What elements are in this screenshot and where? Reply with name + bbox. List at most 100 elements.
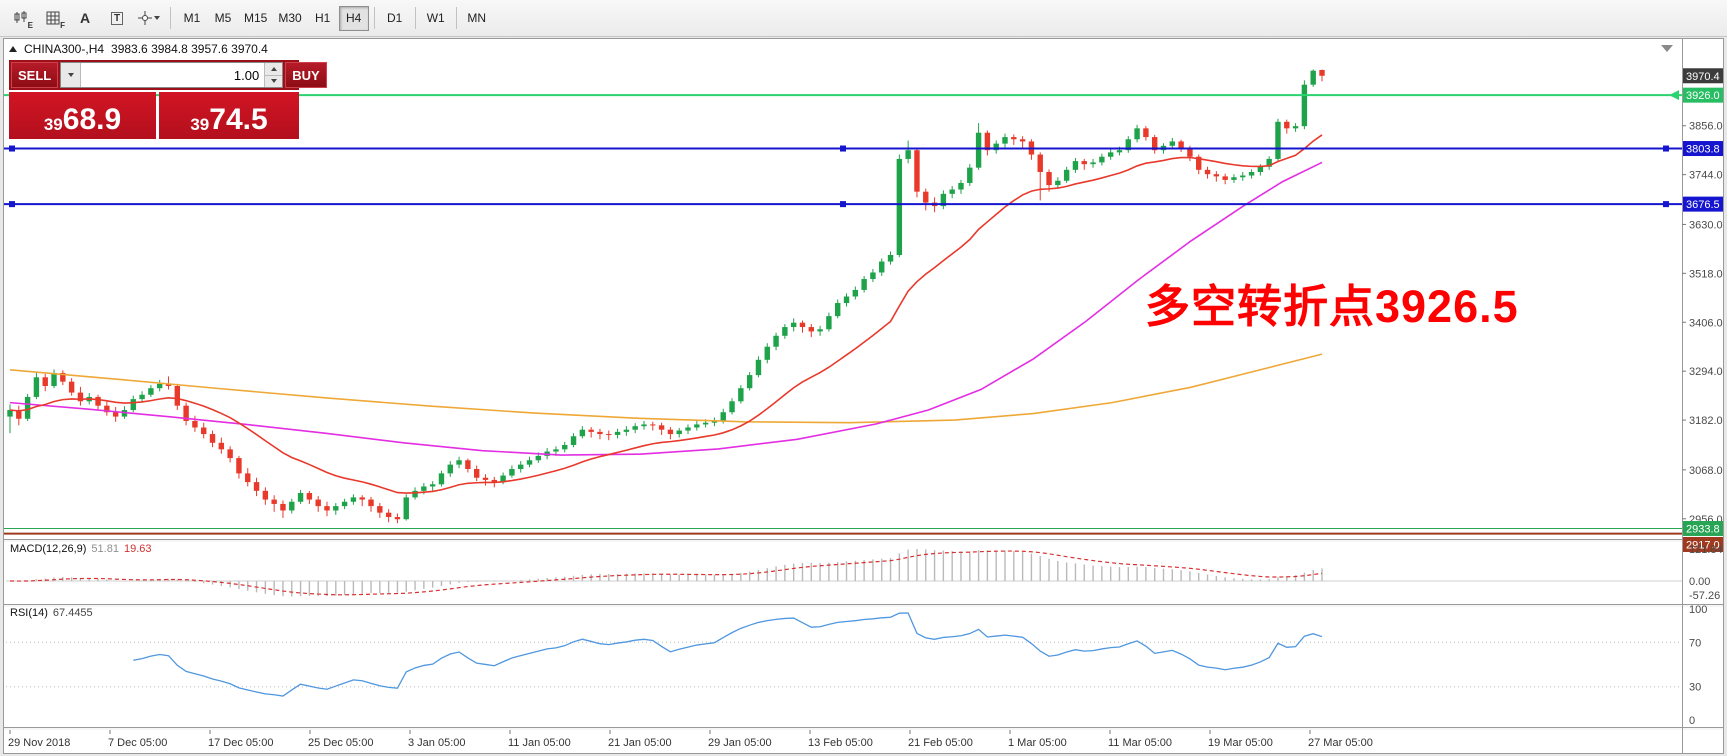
- ma-magenta-line: [9, 161, 1323, 456]
- buy-price-display[interactable]: 39 74.5: [159, 92, 299, 139]
- volume-increase-button[interactable]: [265, 63, 283, 75]
- time-tick-label: 19 Mar 05:00: [1208, 737, 1273, 749]
- timeframe-m5[interactable]: M5: [208, 6, 238, 31]
- chart-window: 3856.0 3744.0 3630.0 3518.0 3406.0 3294.0 3182…: [3, 38, 1724, 754]
- timeframe-mn[interactable]: MN: [462, 6, 492, 31]
- time-tick-label: 27 Mar 05:00: [1308, 737, 1373, 749]
- macd-panel[interactable]: [6, 549, 1682, 597]
- hline-handle[interactable]: [9, 145, 15, 152]
- time-tick-label: 25 Dec 05:00: [308, 737, 373, 749]
- horizontal-lines-layer[interactable]: [4, 90, 1682, 535]
- volume-dropdown-button[interactable]: [61, 63, 82, 87]
- price-tick-label: 3182.0: [1689, 415, 1723, 427]
- volume-decrease-button[interactable]: [265, 74, 283, 87]
- price-label-value: 3676.5: [1686, 199, 1720, 211]
- price-tick-label: 3068.0: [1689, 465, 1723, 477]
- rsi-indicator-title: RSI(14) 67.4455: [10, 607, 93, 619]
- macd-main-value: 51.81: [91, 543, 119, 555]
- buy-price-main: 74.5: [209, 103, 268, 136]
- hline-handle[interactable]: [1663, 145, 1669, 152]
- toolbar: E F A T M1 M5 M15 M30 H1 H4 D1 W1 MN: [0, 0, 1727, 37]
- timeframe-d1[interactable]: D1: [380, 6, 410, 31]
- price-tick-label: 3406.0: [1689, 317, 1723, 329]
- price-label-value: 2917.0: [1686, 539, 1720, 551]
- time-tick-label: 13 Feb 05:00: [808, 737, 873, 749]
- macd-axis-label: 121.84: [1689, 544, 1723, 556]
- toolbar-separator: [373, 7, 375, 29]
- toolbar-separator: [455, 7, 457, 29]
- moving-averages-layer: [9, 134, 1323, 494]
- bar-chart-icon[interactable]: E: [6, 5, 36, 32]
- volume-spinner: [264, 63, 283, 87]
- icon-sub-label: E: [27, 20, 33, 30]
- letter-a-icon[interactable]: A: [70, 5, 100, 32]
- hline-handle[interactable]: [9, 201, 15, 208]
- rsi-line: [133, 612, 1323, 697]
- time-tick-label: 29 Nov 2018: [8, 737, 70, 749]
- macd-axis-label: -57.26: [1689, 590, 1720, 602]
- price-tick-label: 3518.0: [1689, 268, 1723, 280]
- price-axis[interactable]: 3856.0 3744.0 3630.0 3518.0 3406.0 3294.0 3182…: [1682, 39, 1723, 753]
- grid-glyph: [46, 11, 59, 24]
- time-tick-label: 1 Mar 05:00: [1008, 737, 1067, 749]
- chart-title: CHINA300-,H4 3983.6 3984.8 3957.6 3970.4: [9, 42, 268, 56]
- hline-handle[interactable]: [840, 145, 846, 152]
- time-tick-label: 3 Jan 05:00: [408, 737, 466, 749]
- timeframe-m15[interactable]: M15: [239, 6, 272, 31]
- price-label-box: [1683, 87, 1723, 103]
- time-axis[interactable]: 29 Nov 2018 7 Dec 05:00 17 Dec 05:00 25 Dec…: [8, 730, 1373, 749]
- sell-price-main: 68.9: [62, 103, 122, 136]
- chart-annotation-text[interactable]: 多空转折点3926.5: [1145, 281, 1519, 332]
- rsi-axis-label: 30: [1689, 682, 1701, 694]
- time-tick-label: 29 Jan 05:00: [708, 737, 772, 749]
- sell-price-display[interactable]: 39 68.9: [9, 92, 156, 139]
- scroll-marker-icon[interactable]: [1661, 45, 1673, 52]
- buy-button[interactable]: BUY: [285, 62, 327, 88]
- line-arrow-icon: [1669, 90, 1679, 101]
- timeframe-m1[interactable]: M1: [177, 6, 207, 31]
- candles-layer[interactable]: [7, 69, 1325, 524]
- timeframe-m30[interactable]: M30: [273, 6, 306, 31]
- rsi-panel[interactable]: [6, 612, 1682, 697]
- volume-control: [60, 62, 284, 88]
- hline-handle[interactable]: [1663, 201, 1669, 208]
- crosshair-glyph: [138, 11, 152, 25]
- rsi-axis-label: 0: [1689, 715, 1695, 727]
- volume-input[interactable]: [81, 63, 265, 87]
- time-tick-label: 11 Mar 05:00: [1108, 737, 1172, 749]
- crosshair-icon[interactable]: [134, 5, 164, 32]
- ohlc-values: 3983.6 3984.8 3957.6 3970.4: [111, 42, 268, 56]
- sell-button[interactable]: SELL: [11, 62, 59, 88]
- text-tool-icon[interactable]: T: [102, 5, 132, 32]
- price-tick-label: 3294.0: [1689, 366, 1723, 378]
- macd-signal-value: 19.63: [123, 543, 152, 555]
- price-tick-label: 3744.0: [1689, 170, 1723, 182]
- macd-axis-label: 0.00: [1689, 576, 1710, 588]
- icon-sub-label: F: [60, 20, 65, 30]
- caret-down-icon: [270, 79, 277, 84]
- timeframe-h4[interactable]: H4: [338, 5, 369, 31]
- time-tick-label: 7 Dec 05:00: [108, 737, 167, 749]
- price-label-box: [1683, 536, 1723, 552]
- candles-glyph: [14, 11, 27, 23]
- grid-icon[interactable]: F: [38, 5, 68, 32]
- dropdown-caret-icon: [154, 16, 160, 20]
- time-tick-label: 21 Jan 05:00: [608, 737, 672, 749]
- time-tick-label: 21 Feb 05:00: [908, 737, 973, 749]
- price-label-value: 3970.4: [1686, 71, 1720, 83]
- trade-buttons-row: SELL BUY: [9, 60, 327, 90]
- rsi-axis-label: 100: [1689, 604, 1707, 616]
- timeframe-w1[interactable]: W1: [421, 6, 451, 31]
- chart-canvas[interactable]: 3856.0 3744.0 3630.0 3518.0 3406.0 3294.0 3182…: [4, 39, 1723, 753]
- time-tick-label: 17 Dec 05:00: [208, 737, 273, 749]
- timeframe-h1[interactable]: H1: [308, 6, 338, 31]
- toolbar-separator: [414, 7, 416, 29]
- price-label-box: [1683, 196, 1723, 212]
- hline-handle[interactable]: [840, 201, 846, 208]
- rsi-axis-label: 70: [1689, 637, 1701, 649]
- macd-name: MACD(12,26,9): [10, 543, 87, 555]
- price-tick-label: 3856.0: [1689, 121, 1723, 133]
- macd-indicator-title: MACD(12,26,9) 51.81 19.63: [10, 543, 151, 555]
- rsi-name: RSI(14): [10, 607, 48, 619]
